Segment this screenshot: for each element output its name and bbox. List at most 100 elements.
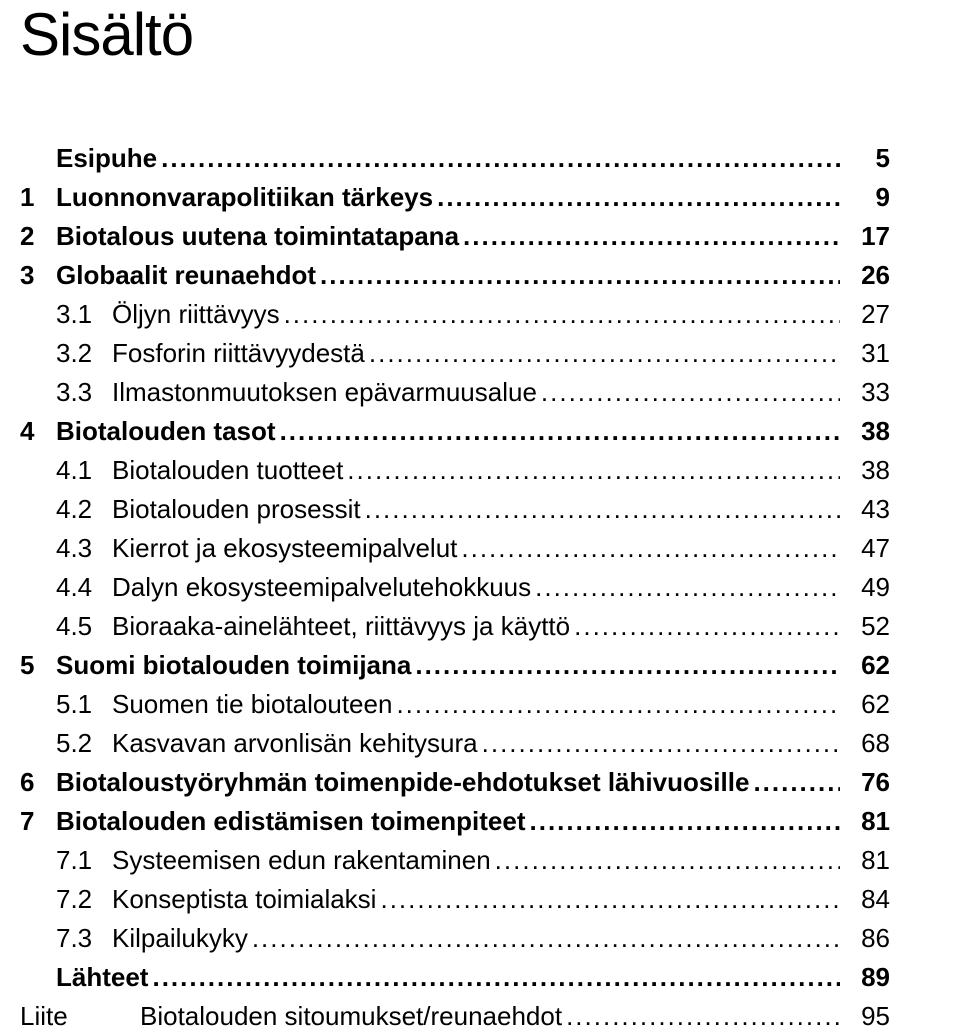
toc-entry: Lähteet.................................…	[20, 958, 890, 997]
toc-subnum: 4.1	[56, 451, 112, 490]
toc-entry: 4.3Kierrot ja ekosysteemipalvelut.......…	[20, 529, 890, 568]
toc-entry: 3.1Öljyn riittävyys.....................…	[20, 295, 890, 334]
toc-label: Systeemisen edun rakentaminen	[112, 841, 491, 880]
toc-label: Luonnonvarapolitiikan tärkeys	[56, 178, 433, 217]
toc-page-number: 9	[840, 178, 890, 217]
dot-leader: ........................................…	[276, 412, 840, 451]
toc-label: Konseptista toimialaksi	[112, 880, 376, 919]
toc-entry: 5Suomi biotalouden toimijana............…	[20, 646, 890, 685]
toc-entry: 5.2Kasvavan arvonlisän kehitysura.......…	[20, 724, 890, 763]
toc-entry: 7.2Konseptista toimialaksi..............…	[20, 880, 890, 919]
toc-label: Biotalouden tuotteet	[112, 451, 343, 490]
dot-leader: ........................................…	[491, 841, 840, 880]
toc-label: Kasvavan arvonlisän kehitysura	[112, 724, 478, 763]
toc-subnum: 3.3	[56, 373, 112, 412]
toc-list: Esipuhe.................................…	[20, 139, 890, 1036]
dot-leader: ........................................…	[316, 256, 840, 295]
toc-page-number: 5	[840, 139, 890, 178]
dot-leader: ........................................…	[537, 373, 840, 412]
dot-leader: ........................................…	[749, 763, 840, 802]
toc-num: 3	[20, 256, 56, 295]
toc-subnum: 3.2	[56, 334, 112, 373]
toc-page-number: 81	[840, 841, 890, 880]
toc-subnum: 4.4	[56, 568, 112, 607]
toc-subnum: 5.2	[56, 724, 112, 763]
toc-page-number: 27	[840, 295, 890, 334]
toc-page-number: 26	[840, 256, 890, 295]
dot-leader: ........................................…	[457, 529, 840, 568]
toc-entry: 3Globaalit reunaehdot...................…	[20, 256, 890, 295]
toc-page-number: 38	[840, 451, 890, 490]
toc-page-number: 84	[840, 880, 890, 919]
toc-num: 1	[20, 178, 56, 217]
dot-leader: ........................................…	[433, 178, 840, 217]
toc-label: Esipuhe	[56, 139, 157, 178]
dot-leader: ........................................…	[280, 295, 840, 334]
toc-num: 7	[20, 802, 56, 841]
toc-label: Globaalit reunaehdot	[56, 256, 316, 295]
toc-page-number: 52	[840, 607, 890, 646]
toc-subnum: 4.5	[56, 607, 112, 646]
toc-page-number: 68	[840, 724, 890, 763]
toc-subnum: 4.3	[56, 529, 112, 568]
toc-label: Lähteet	[56, 958, 148, 997]
toc-label: Biotalouden tasot	[56, 412, 276, 451]
dot-leader: ........................................…	[459, 217, 840, 256]
dot-leader: ........................................…	[392, 685, 840, 724]
toc-label: Öljyn riittävyys	[112, 295, 280, 334]
toc-entry: 7.3Kilpailukyky.........................…	[20, 919, 890, 958]
toc-label: Ilmastonmuutoksen epävarmuusalue	[112, 373, 537, 412]
toc-subnum: 4.2	[56, 490, 112, 529]
toc-label: Dalyn ekosysteemipalvelutehokkuus	[112, 568, 531, 607]
toc-entry: 7.1Systeemisen edun rakentaminen........…	[20, 841, 890, 880]
toc-label: Biotalous uutena toimintatapana	[56, 217, 459, 256]
toc-label: Biotalouden edistämisen toimenpiteet	[56, 802, 526, 841]
dot-leader: ........................................…	[248, 919, 840, 958]
toc-label: Bioraaka-ainelähteet, riittävyys ja käyt…	[112, 607, 570, 646]
toc-subnum: 3.1	[56, 295, 112, 334]
toc-entry: 1Luonnonvarapolitiikan tärkeys..........…	[20, 178, 890, 217]
toc-entry: 4Biotalouden tasot......................…	[20, 412, 890, 451]
dot-leader: ........................................…	[570, 607, 840, 646]
dot-leader: ........................................…	[526, 802, 840, 841]
toc-entry: 4.2Biotalouden prosessit................…	[20, 490, 890, 529]
toc-entry: 4.5Bioraaka-ainelähteet, riittävyys ja k…	[20, 607, 890, 646]
dot-leader: ........................................…	[365, 334, 840, 373]
toc-label: Fosforin riittävyydestä	[112, 334, 365, 373]
toc-entry: 4.1Biotalouden tuotteet.................…	[20, 451, 890, 490]
toc-page-number: 47	[840, 529, 890, 568]
dot-leader: ........................................…	[478, 724, 840, 763]
toc-page-number: 62	[840, 646, 890, 685]
dot-leader: ........................................…	[531, 568, 840, 607]
toc-label: Biotalouden prosessit	[112, 490, 361, 529]
toc-entry: 2Biotalous uutena toimintatapana........…	[20, 217, 890, 256]
dot-leader: ........................................…	[343, 451, 840, 490]
toc-num: 2	[20, 217, 56, 256]
toc-subnum: 7.3	[56, 919, 112, 958]
dot-leader: ........................................…	[148, 958, 840, 997]
dot-leader: ........................................…	[361, 490, 840, 529]
toc-label: Kierrot ja ekosysteemipalvelut	[112, 529, 457, 568]
dot-leader: ........................................…	[411, 646, 840, 685]
toc-entry: 6Biotaloustyöryhmän toimenpide-ehdotukse…	[20, 763, 890, 802]
toc-entry: 5.1Suomen tie biotalouteen..............…	[20, 685, 890, 724]
page-title: Sisältö	[20, 0, 890, 69]
toc-page-number: 86	[840, 919, 890, 958]
toc-num: 6	[20, 763, 56, 802]
toc-page-number: 89	[840, 958, 890, 997]
toc-page-number: 76	[840, 763, 890, 802]
toc-entry: 4.4Dalyn ekosysteemipalvelutehokkuus....…	[20, 568, 890, 607]
toc-page-number: 62	[840, 685, 890, 724]
toc-page-number: 43	[840, 490, 890, 529]
toc-page: Sisältö Esipuhe.........................…	[0, 0, 960, 1036]
toc-label: Suomen tie biotalouteen	[112, 685, 392, 724]
toc-subnum: 5.1	[56, 685, 112, 724]
toc-num: 5	[20, 646, 56, 685]
toc-page-number: 81	[840, 802, 890, 841]
toc-entry: 3.2Fosforin riittävyydestä..............…	[20, 334, 890, 373]
dot-leader: ........................................…	[157, 139, 840, 178]
toc-entry: 3.3Ilmastonmuutoksen epävarmuusalue.....…	[20, 373, 890, 412]
toc-page-number: 17	[840, 217, 890, 256]
toc-subnum: 7.2	[56, 880, 112, 919]
toc-page-number: 33	[840, 373, 890, 412]
